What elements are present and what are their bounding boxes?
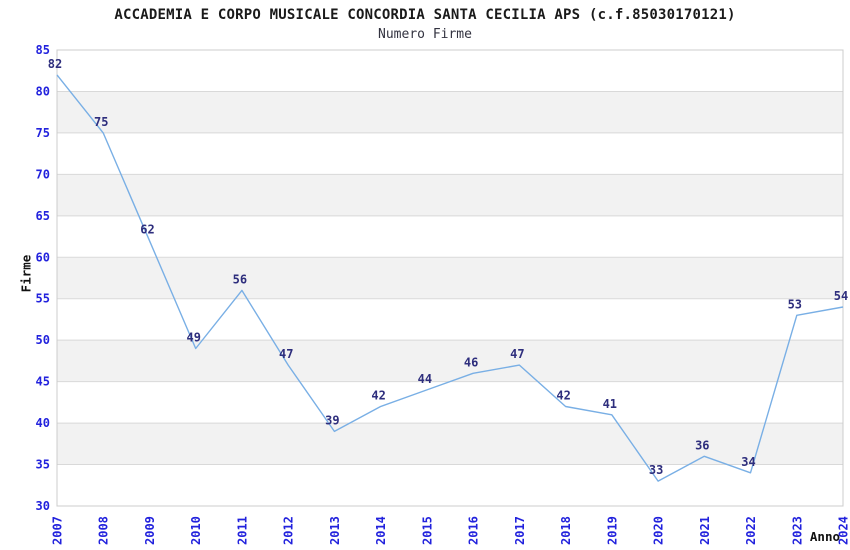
chart-subtitle: Numero Firme <box>378 27 472 42</box>
x-tick-label: 2019 <box>605 516 619 545</box>
x-tick-label: 2022 <box>744 516 758 545</box>
x-tick-label: 2007 <box>51 516 65 545</box>
y-tick-label: 30 <box>36 499 50 513</box>
data-label: 34 <box>741 455 755 469</box>
grid-band <box>57 174 843 216</box>
y-tick-label: 75 <box>36 126 50 140</box>
data-label: 62 <box>140 223 154 237</box>
x-tick-label: 2016 <box>467 516 481 545</box>
data-label: 47 <box>510 347 524 361</box>
y-tick-label: 60 <box>36 250 50 264</box>
plot-border <box>56 49 844 507</box>
x-tick-label: 2010 <box>189 516 203 545</box>
x-tick-label: 2021 <box>698 516 712 545</box>
y-tick-label: 40 <box>36 416 50 430</box>
data-label: 36 <box>695 438 709 452</box>
data-label: 42 <box>371 389 385 403</box>
grid-band <box>57 257 843 299</box>
y-tick-label: 85 <box>36 43 50 57</box>
x-tick-label: 2008 <box>97 516 111 545</box>
data-label: 46 <box>464 355 478 369</box>
x-axis-title: Anno <box>809 529 840 544</box>
data-label: 39 <box>325 413 339 427</box>
x-tick-label: 2012 <box>282 516 296 545</box>
x-tick-label: 2014 <box>374 516 388 545</box>
y-tick-label: 50 <box>36 333 50 347</box>
chart-title: ACCADEMIA E CORPO MUSICALE CONCORDIA SAN… <box>114 7 736 23</box>
x-tick-label: 2015 <box>420 516 434 545</box>
y-tick-label: 70 <box>36 167 50 181</box>
y-tick-label: 65 <box>36 209 50 223</box>
y-tick-label: 55 <box>36 292 50 306</box>
y-tick-label: 80 <box>36 85 50 99</box>
x-tick-label: 2024 <box>837 516 850 545</box>
data-line <box>56 74 844 482</box>
x-tick-label: 2013 <box>328 516 342 545</box>
data-label: 75 <box>94 115 108 129</box>
x-tick-label: 2011 <box>235 516 249 545</box>
grid-band <box>57 91 843 133</box>
data-label: 82 <box>48 57 62 71</box>
data-label: 47 <box>279 347 293 361</box>
x-tick-label: 2023 <box>790 516 804 545</box>
data-label: 56 <box>233 272 247 286</box>
y-tick-label: 35 <box>36 458 50 472</box>
grid-band <box>57 423 843 465</box>
data-label: 33 <box>649 463 663 477</box>
data-label: 53 <box>788 297 802 311</box>
data-label: 42 <box>556 389 570 403</box>
data-label: 44 <box>418 372 432 386</box>
x-tick-label: 2017 <box>513 516 527 545</box>
grid-band <box>57 340 843 382</box>
x-tick-label: 2009 <box>143 516 157 545</box>
data-label: 49 <box>186 331 200 345</box>
data-label: 54 <box>834 289 848 303</box>
x-tick-label: 2018 <box>559 516 573 545</box>
data-label: 41 <box>603 397 617 411</box>
x-tick-label: 2020 <box>652 516 666 545</box>
y-tick-label: 45 <box>36 375 50 389</box>
